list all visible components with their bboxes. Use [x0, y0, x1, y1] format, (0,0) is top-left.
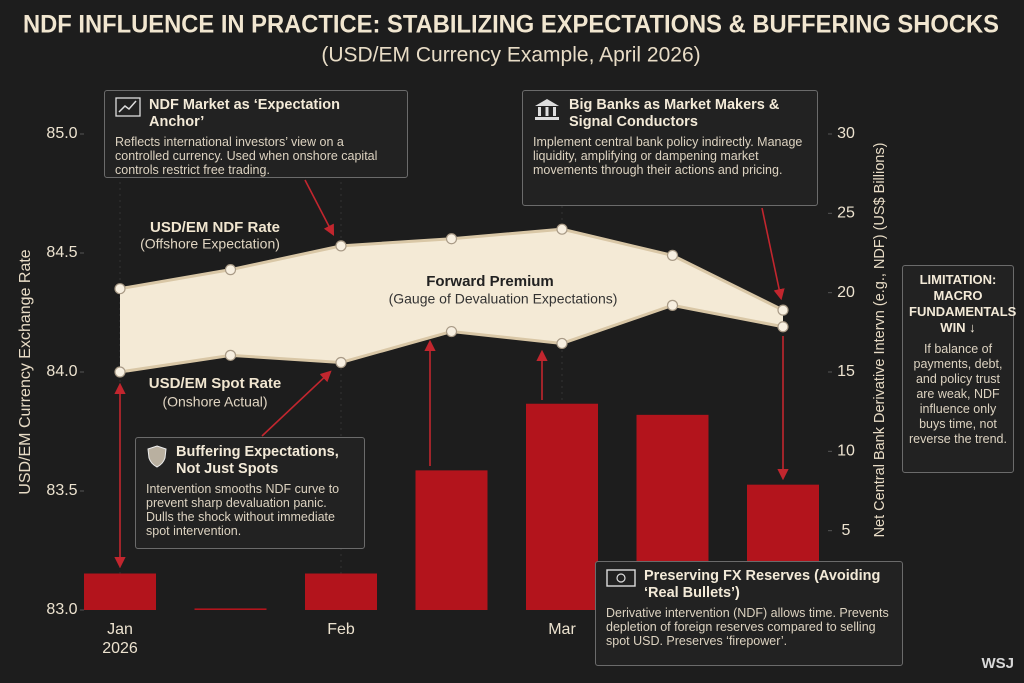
watermark: WSJ [981, 655, 1014, 672]
icon [606, 569, 636, 587]
x-tick-label: Jan 2026 [102, 621, 138, 657]
annotation-title: Preserving FX Reserves (Avoiding ‘Real B… [644, 568, 881, 601]
x-tick-label: Mar [548, 621, 576, 638]
annotation-text: Intervention smooths NDF curve to preven… [146, 482, 340, 538]
point [556, 337, 568, 350]
y2-tick-label: 25 [837, 205, 855, 222]
y2-tick-label: 30 [837, 125, 855, 142]
bar [305, 573, 377, 610]
arrows [114, 179, 789, 569]
limitation-text: If balance of payments, debt, and policy… [909, 342, 1007, 446]
y2-tick-label: 20 [837, 284, 855, 301]
point [666, 299, 679, 311]
band-label: Forward Premium [426, 273, 554, 290]
x-tick-label: Feb [327, 621, 355, 638]
annotation-text: Derivative intervention (NDF) allows tim… [606, 606, 889, 648]
chart-title: NDF INFLUENCE IN PRACTICE: STABILIZING E… [23, 11, 999, 39]
chart-subtitle: (USD/EM Currency Example, April 2026) [321, 44, 700, 67]
point [556, 223, 568, 235]
point [224, 264, 237, 276]
point [445, 233, 458, 245]
point [224, 349, 237, 361]
point [666, 249, 679, 261]
limitation-title: LIMITATION: MACRO FUNDAMENTALS WIN ↓ [909, 272, 1017, 335]
premium-band [120, 229, 783, 372]
y2-tick-label: 15 [837, 363, 855, 380]
annotation-box: Preserving FX Reserves (Avoiding ‘Real B… [595, 561, 903, 666]
annotation-box: Big Banks as Market Makers & Signal Cond… [522, 90, 818, 206]
bar [415, 470, 488, 610]
bar [84, 573, 156, 610]
icon [535, 99, 559, 120]
arrow [761, 207, 785, 301]
annotation-box: NDF Market as ‘Expectation Anchor’ Refle… [104, 90, 408, 178]
annotation-text: Implement central bank policy indirectly… [533, 135, 803, 177]
series-note: (Onshore Actual) [162, 394, 267, 410]
y-tick-label: 84.0 [46, 363, 77, 380]
point [114, 366, 126, 378]
bar [194, 608, 267, 610]
limitation-box: LIMITATION: MACRO FUNDAMENTALS WIN ↓ If … [902, 265, 1017, 473]
icon [115, 97, 141, 117]
y2-tick-label: 10 [837, 443, 855, 460]
y2-tick-label: 5 [842, 522, 851, 539]
point [445, 325, 458, 338]
bar [526, 403, 598, 610]
series-label: USD/EM Spot Rate [149, 375, 282, 392]
annotation-title: Big Banks as Market Makers & Signal Cond… [569, 97, 780, 130]
point [114, 283, 126, 295]
series-note: (Offshore Expectation) [140, 236, 280, 252]
y2-axis-label: Net Central Bank Derivative Intervn (e.g… [872, 143, 888, 538]
annotation-text: Reflects international investors’ view o… [115, 135, 378, 177]
y-axis-label: USD/EM Currency Exchange Rate [17, 249, 34, 495]
point [335, 240, 347, 252]
point [335, 356, 347, 369]
series-label: USD/EM NDF Rate [150, 219, 280, 236]
annotation-title: Buffering Expectations, Not Just Spots [176, 444, 339, 477]
point [777, 304, 789, 316]
y-tick-label: 85.0 [46, 125, 77, 142]
annotation-title: NDF Market as ‘Expectation Anchor’ [149, 97, 340, 130]
icon [147, 445, 167, 468]
y-tick-label: 84.5 [46, 244, 77, 261]
band-sublabel: (Gauge of Devaluation Expectations) [389, 291, 618, 307]
arrow [304, 179, 335, 236]
point [777, 321, 789, 333]
annotation-box: Buffering Expectations, Not Just Spots I… [135, 437, 365, 549]
y-tick-label: 83.5 [46, 482, 77, 499]
y-tick-label: 83.0 [46, 601, 77, 618]
arrow [261, 370, 332, 437]
